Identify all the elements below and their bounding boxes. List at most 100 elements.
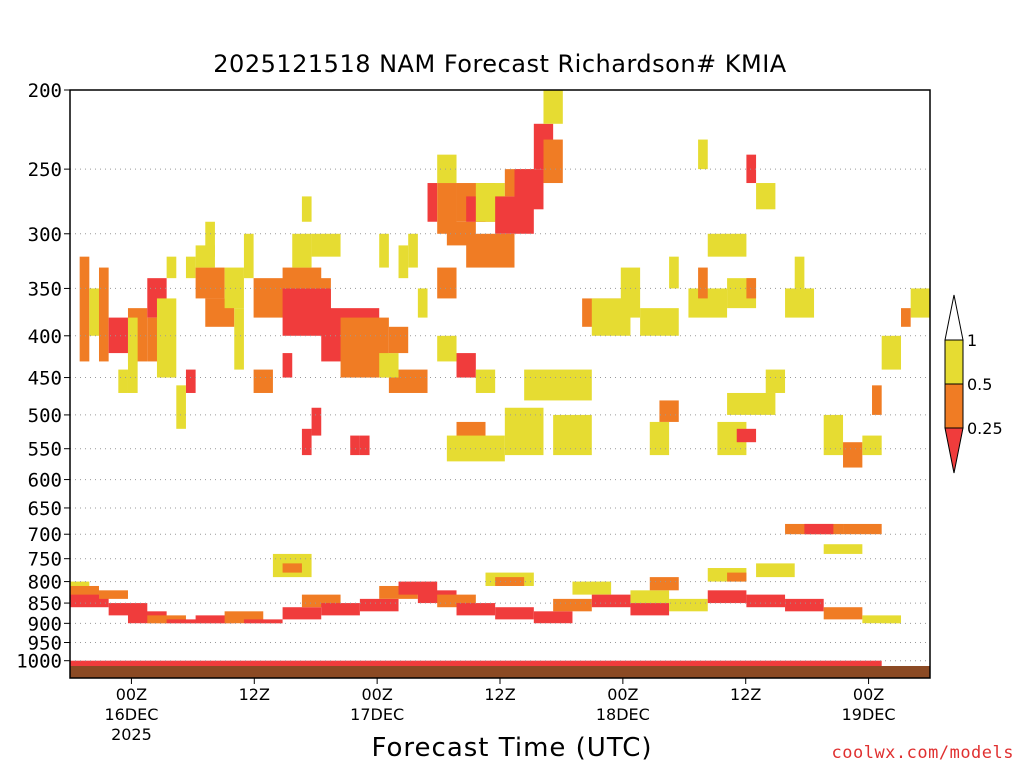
heatmap-cell: [591, 594, 631, 608]
heatmap-cell: [437, 335, 457, 362]
heatmap-cell: [504, 407, 544, 456]
heatmap-cell: [292, 233, 312, 268]
heatmap-cell: [185, 256, 196, 279]
heatmap-cell: [456, 603, 496, 616]
y-tick-label: 200: [28, 80, 62, 102]
heatmap-cell: [843, 523, 882, 535]
y-tick-label: 250: [28, 159, 62, 181]
y-tick-label: 650: [28, 498, 62, 520]
heatmap-cell: [553, 598, 592, 612]
heatmap-cell: [427, 183, 438, 222]
x-tick-label: 12Z: [484, 685, 515, 704]
surface-band: [70, 666, 930, 678]
x-tick-label: 00Z: [607, 685, 638, 704]
heatmap-cell: [823, 414, 844, 456]
y-tick-label: 600: [28, 470, 62, 492]
heatmap-cell: [630, 590, 670, 604]
heatmap-cell: [118, 369, 128, 393]
heatmap-cell: [205, 221, 215, 257]
x-axis-label: Forecast Time (UTC): [371, 733, 653, 763]
y-tick-label: 900: [28, 613, 62, 635]
y-tick-label: 750: [28, 549, 62, 571]
heatmap-cell: [862, 435, 882, 456]
heatmap-cell: [253, 369, 273, 393]
x-tick-label: 00Z: [361, 685, 392, 704]
heatmap-cell: [495, 607, 534, 620]
heatmap-cell: [282, 353, 293, 378]
heatmap-cell: [698, 267, 708, 299]
plot-frame: [69, 89, 931, 679]
heatmap-cell: [736, 428, 757, 443]
heatmap-cell: [727, 572, 747, 582]
heatmap-cell: [794, 256, 805, 289]
heatmap-cell: [910, 288, 930, 318]
heatmap-cell: [475, 369, 496, 393]
heatmap-cell: [408, 233, 418, 268]
heatmap-cell: [127, 317, 138, 393]
credit-link[interactable]: coolwx.com/models: [831, 743, 1014, 763]
heatmap-cell: [901, 308, 911, 327]
x-tick-label: 2025: [111, 725, 152, 744]
heatmap-cell: [823, 607, 863, 620]
x-tick-label: 00Z: [116, 685, 147, 704]
heatmap-cell: [804, 523, 834, 535]
heatmap-cell: [727, 392, 776, 415]
heatmap-cell: [669, 598, 708, 612]
heatmap-cell: [359, 435, 370, 456]
heatmap-cell: [649, 421, 670, 456]
y-tick-label: 400: [28, 326, 62, 348]
heatmap-cell: [765, 369, 786, 393]
colorbar-bin: [944, 383, 964, 429]
colorbar-bin: [944, 427, 964, 474]
heatmap-cell: [437, 183, 457, 234]
heatmap-cell: [282, 607, 322, 620]
heatmap-cell: [524, 369, 592, 401]
heatmap-cell: [746, 278, 757, 299]
y-tick-label: 950: [28, 633, 62, 655]
heatmap-cell: [379, 353, 399, 378]
heatmap-cell: [282, 267, 322, 289]
colorbar-bin: [944, 339, 964, 385]
y-tick-label: 300: [28, 224, 62, 246]
heatmap-cell: [543, 139, 563, 184]
heatmap-cell: [176, 385, 186, 429]
heatmap-cell: [756, 183, 776, 210]
heatmap-cell: [785, 288, 815, 318]
heatmap-cell: [98, 590, 128, 599]
colorbar-label: 0.5: [967, 375, 992, 394]
heatmap-cell: [195, 245, 215, 268]
heatmap-cell: [282, 563, 302, 573]
x-tick-label: 18DEC: [596, 705, 650, 724]
y-tick-label: 550: [28, 439, 62, 461]
heatmap-cell: [649, 577, 679, 591]
heatmap-cell: [746, 594, 786, 608]
heatmap-cell: [321, 603, 360, 616]
heatmap-cell: [398, 245, 409, 279]
heatmap-cell: [195, 615, 235, 628]
heatmap-cell: [359, 598, 399, 612]
x-tick-label: 12Z: [730, 685, 761, 704]
heatmap-cell: [301, 196, 312, 222]
heatmap-cell: [785, 598, 824, 612]
heatmap-cell: [311, 407, 322, 436]
heatmap-cell: [437, 267, 457, 299]
heatmap-cell: [756, 563, 795, 578]
heatmap-cell: [243, 233, 254, 279]
heatmap-cell: [89, 288, 99, 336]
x-tick-label: 17DEC: [350, 705, 404, 724]
heatmap-cell: [311, 233, 341, 257]
heatmap-cell: [881, 335, 902, 370]
y-tick-label: 450: [28, 368, 62, 390]
heatmap-cell: [185, 369, 196, 393]
heatmap-cell: [707, 233, 747, 257]
y-tick-label: 850: [28, 593, 62, 615]
heatmap-cell: [620, 267, 641, 318]
heatmap-cell: [466, 233, 515, 268]
colorbar-label: 0.25: [967, 419, 1003, 438]
x-tick-label: 16DEC: [104, 705, 158, 724]
heatmap-cell: [417, 288, 428, 318]
heatmap-cell: [862, 615, 902, 624]
heatmap-cell: [572, 581, 612, 595]
heatmap-cell: [350, 435, 360, 456]
